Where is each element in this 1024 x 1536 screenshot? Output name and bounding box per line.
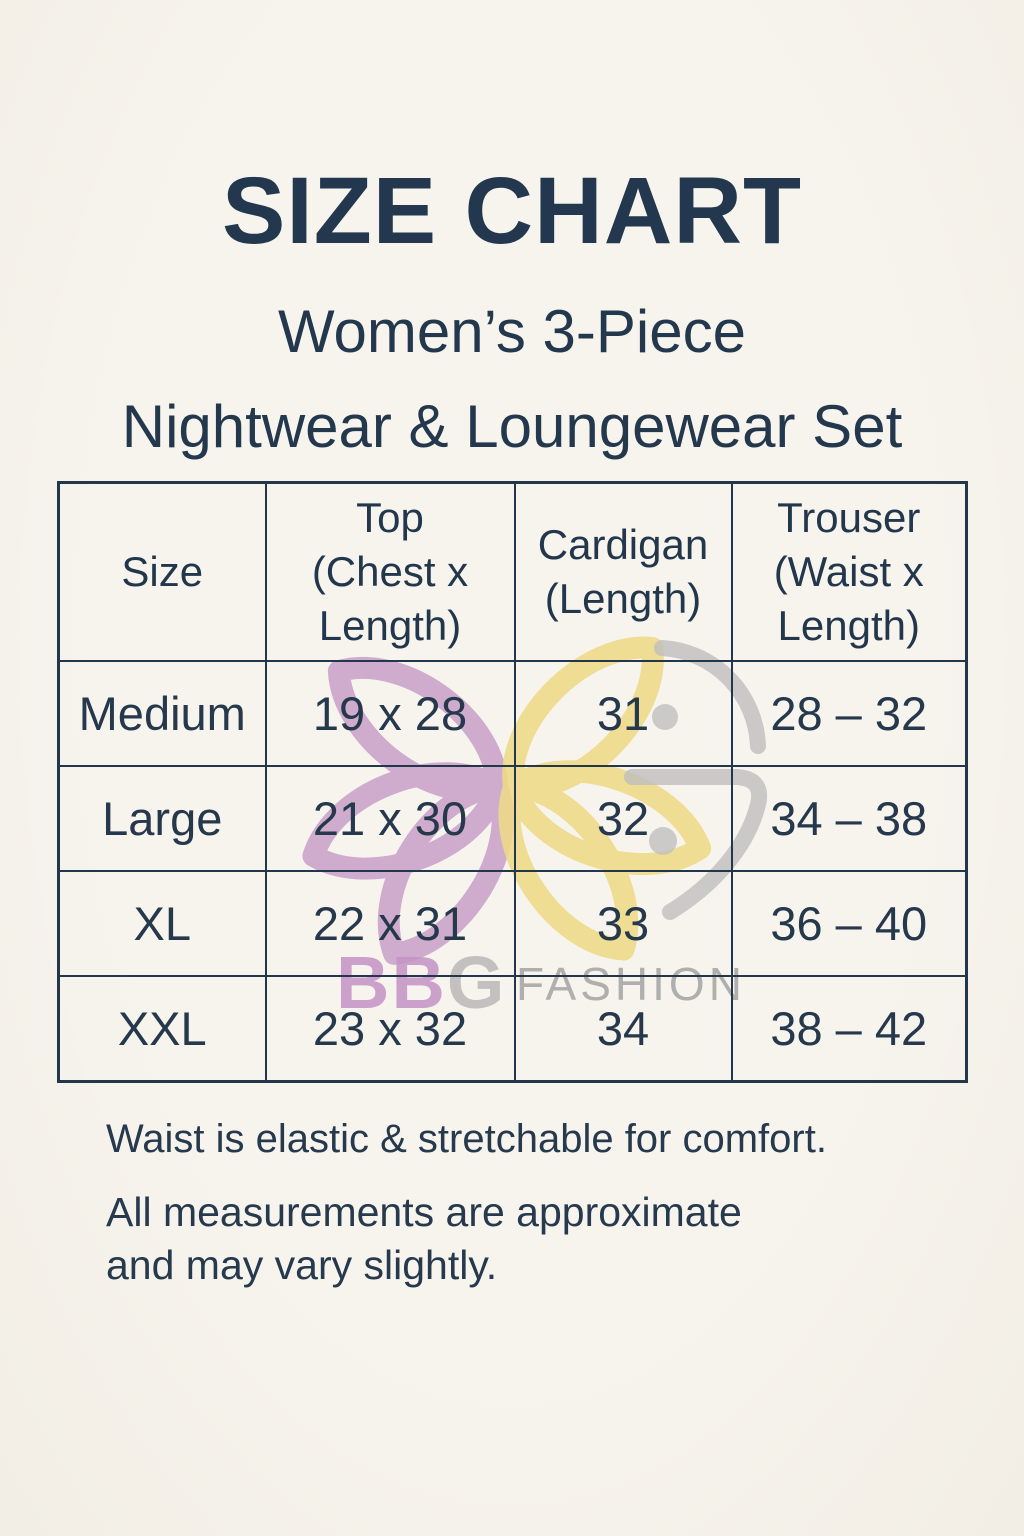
size-chart-table: Size Top (Chest x Length) Cardigan (Leng… bbox=[57, 481, 968, 1083]
header-size: Size bbox=[57, 481, 267, 662]
cell-top: 19 x 28 bbox=[264, 660, 516, 767]
table-header-row: Size Top (Chest x Length) Cardigan (Leng… bbox=[57, 481, 968, 662]
cell-top: 23 x 32 bbox=[264, 975, 516, 1083]
cell-size: XL bbox=[57, 870, 267, 977]
cell-trouser: 28 – 32 bbox=[730, 660, 968, 767]
note-waist-elastic: Waist is elastic & stretchable for comfo… bbox=[106, 1117, 827, 1161]
header-cardigan: Cardigan (Length) bbox=[513, 481, 733, 662]
cell-top: 22 x 31 bbox=[264, 870, 516, 977]
cell-cardigan: 31 bbox=[513, 660, 733, 767]
cell-trouser: 34 – 38 bbox=[730, 765, 968, 872]
table-row: Medium 19 x 28 31 28 – 32 bbox=[57, 660, 968, 767]
table-row: Large 21 x 30 32 34 – 38 bbox=[57, 765, 968, 872]
cell-size: Medium bbox=[57, 660, 267, 767]
table-row: XL 22 x 31 33 36 – 40 bbox=[57, 870, 968, 977]
header-top: Top (Chest x Length) bbox=[264, 481, 516, 662]
page-title: SIZE CHART bbox=[222, 158, 802, 264]
cell-cardigan: 34 bbox=[513, 975, 733, 1083]
product-subtitle: Women’s 3-Piece Nightwear & Loungewear S… bbox=[121, 298, 903, 460]
cell-cardigan: 32 bbox=[513, 765, 733, 872]
cell-cardigan: 33 bbox=[513, 870, 733, 977]
cell-top: 21 x 30 bbox=[264, 765, 516, 872]
cell-size: XXL bbox=[57, 975, 267, 1083]
cell-trouser: 38 – 42 bbox=[730, 975, 968, 1083]
cell-trouser: 36 – 40 bbox=[730, 870, 968, 977]
cell-size: Large bbox=[57, 765, 267, 872]
table-row: XXL 23 x 32 34 38 – 42 bbox=[57, 975, 968, 1083]
note-measurements-approximate: All measurements are approximate and may… bbox=[106, 1189, 742, 1288]
header-trouser: Trouser (Waist x Length) bbox=[730, 481, 968, 662]
